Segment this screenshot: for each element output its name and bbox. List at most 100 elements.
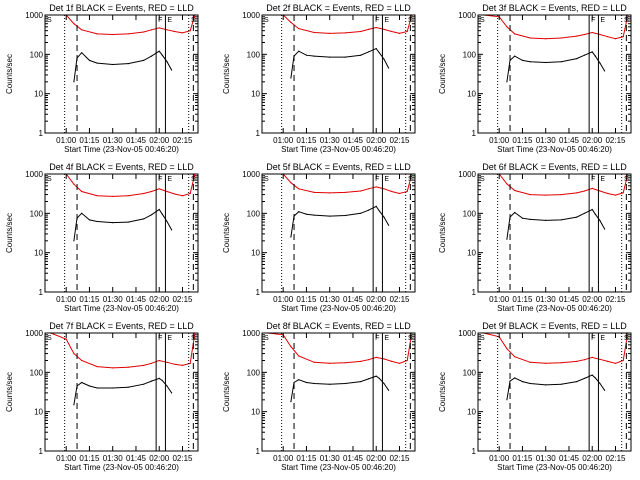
marker-label-f: F <box>591 17 595 24</box>
panel-9: Det 9f BLACK = Events, RED = LLD S F E S 1 10 1… <box>438 321 632 472</box>
x-tick-label: 02:00 <box>149 136 170 145</box>
series-line-events <box>73 50 173 82</box>
marker-label-s: S <box>480 17 485 24</box>
y-tick-label: 100 <box>247 209 261 218</box>
panel-4: Det 4f BLACK = Events, RED = LLD S F E S 1 10 1… <box>5 162 199 313</box>
data-point-lld <box>189 192 191 195</box>
marker-label-s-end: S <box>408 17 413 24</box>
x-tick-label: 02:15 <box>172 454 193 463</box>
x-tick-label: 02:15 <box>172 295 193 304</box>
data-point-events <box>112 63 114 66</box>
y-tick-label: 10 <box>251 90 260 99</box>
marker-label-s-end: S <box>408 176 413 183</box>
data-point-events <box>81 381 83 384</box>
data-point-lld <box>383 28 385 30</box>
series-line-lld <box>50 332 196 369</box>
x-tick-label: 01:15 <box>79 295 100 304</box>
x-tick-label: 01:00 <box>489 136 510 145</box>
y-tick-label: 100 <box>463 368 477 377</box>
x-tick-label: 01:30 <box>103 295 124 304</box>
data-point-lld <box>614 38 617 40</box>
data-point-events <box>529 218 531 220</box>
y-tick-label: 100 <box>247 50 261 59</box>
data-point-events <box>599 220 601 222</box>
data-point-lld <box>81 29 83 31</box>
marker-label-s: S <box>480 176 485 183</box>
y-axis-label: Counts/sec <box>438 54 447 94</box>
data-point-lld <box>591 31 593 34</box>
data-point-lld <box>391 190 393 193</box>
data-point-lld <box>406 30 408 33</box>
data-point-events <box>383 58 385 60</box>
x-tick-label: 01:00 <box>56 454 77 463</box>
data-point-lld <box>298 355 300 357</box>
data-point-events <box>545 219 547 221</box>
data-point-events <box>96 220 98 223</box>
marker-label-s: S <box>47 335 52 342</box>
data-point-lld <box>112 367 114 369</box>
data-point-lld <box>583 190 586 192</box>
data-point-events <box>383 382 385 385</box>
data-point-lld <box>506 348 508 350</box>
data-point-events <box>604 389 606 391</box>
marker-label-f: F <box>591 176 595 183</box>
data-point-events <box>290 401 292 403</box>
marker-label-s: S <box>264 17 269 24</box>
series-line-events <box>506 208 606 240</box>
y-axis-label: Counts/sec <box>5 372 14 412</box>
data-point-lld <box>81 359 83 362</box>
data-point-lld <box>181 364 184 366</box>
marker-label-e: E <box>167 335 172 342</box>
data-point-events <box>560 219 562 221</box>
data-point-lld <box>622 36 624 38</box>
data-point-events <box>112 222 114 224</box>
x-tick-label: 01:00 <box>56 136 77 145</box>
data-point-events <box>604 70 606 72</box>
x-tick-label: 01:00 <box>56 295 77 304</box>
series-line-events <box>73 208 173 241</box>
data-point-events <box>127 63 129 65</box>
data-point-lld <box>158 359 160 362</box>
y-tick-label: 10 <box>467 249 476 258</box>
data-point-lld <box>189 362 191 364</box>
y-tick-label: 1 <box>256 447 261 456</box>
data-point-events <box>112 387 114 389</box>
data-point-events <box>290 236 292 238</box>
marker-label-s-end: S <box>191 176 196 183</box>
data-point-events <box>545 61 547 64</box>
marker-label-e: E <box>384 335 389 342</box>
y-tick-label: 10 <box>467 408 476 417</box>
panel-title: Det 4f BLACK = Events, RED = LLD <box>49 162 194 172</box>
data-point-lld <box>576 35 578 37</box>
data-point-events <box>81 52 83 54</box>
y-tick-label: 100 <box>247 368 261 377</box>
x-tick-label: 02:15 <box>389 136 410 145</box>
data-point-lld <box>96 195 98 197</box>
data-point-lld <box>599 190 601 192</box>
y-tick-label: 10 <box>467 90 476 99</box>
series-line-lld <box>267 14 413 34</box>
panel-title: Det 2f BLACK = Events, RED = LLD <box>266 3 411 13</box>
data-point-events <box>594 55 596 57</box>
data-point-lld <box>329 192 331 194</box>
y-tick-label: 1000 <box>242 11 260 20</box>
data-point-events <box>88 59 91 62</box>
data-point-lld <box>112 33 114 36</box>
y-tick-label: 1 <box>39 447 44 456</box>
y-tick-label: 1000 <box>458 329 476 338</box>
data-point-lld <box>375 356 377 358</box>
data-point-events <box>290 77 292 79</box>
data-point-events <box>313 214 315 216</box>
x-tick-label: 02:00 <box>582 295 603 304</box>
data-point-events <box>88 219 91 221</box>
data-point-events <box>378 52 380 54</box>
x-axis-label: Start Time (23-Nov-05 00:46:20) <box>64 463 179 472</box>
plot-frame <box>44 173 199 293</box>
y-axis-label: Counts/sec <box>438 372 447 412</box>
x-tick-label: 01:15 <box>296 136 317 145</box>
data-point-events <box>127 221 129 223</box>
x-tick-label: 01:45 <box>559 454 580 463</box>
data-point-events <box>313 382 315 385</box>
x-tick-label: 02:00 <box>149 295 170 304</box>
y-tick-label: 1000 <box>458 170 476 179</box>
